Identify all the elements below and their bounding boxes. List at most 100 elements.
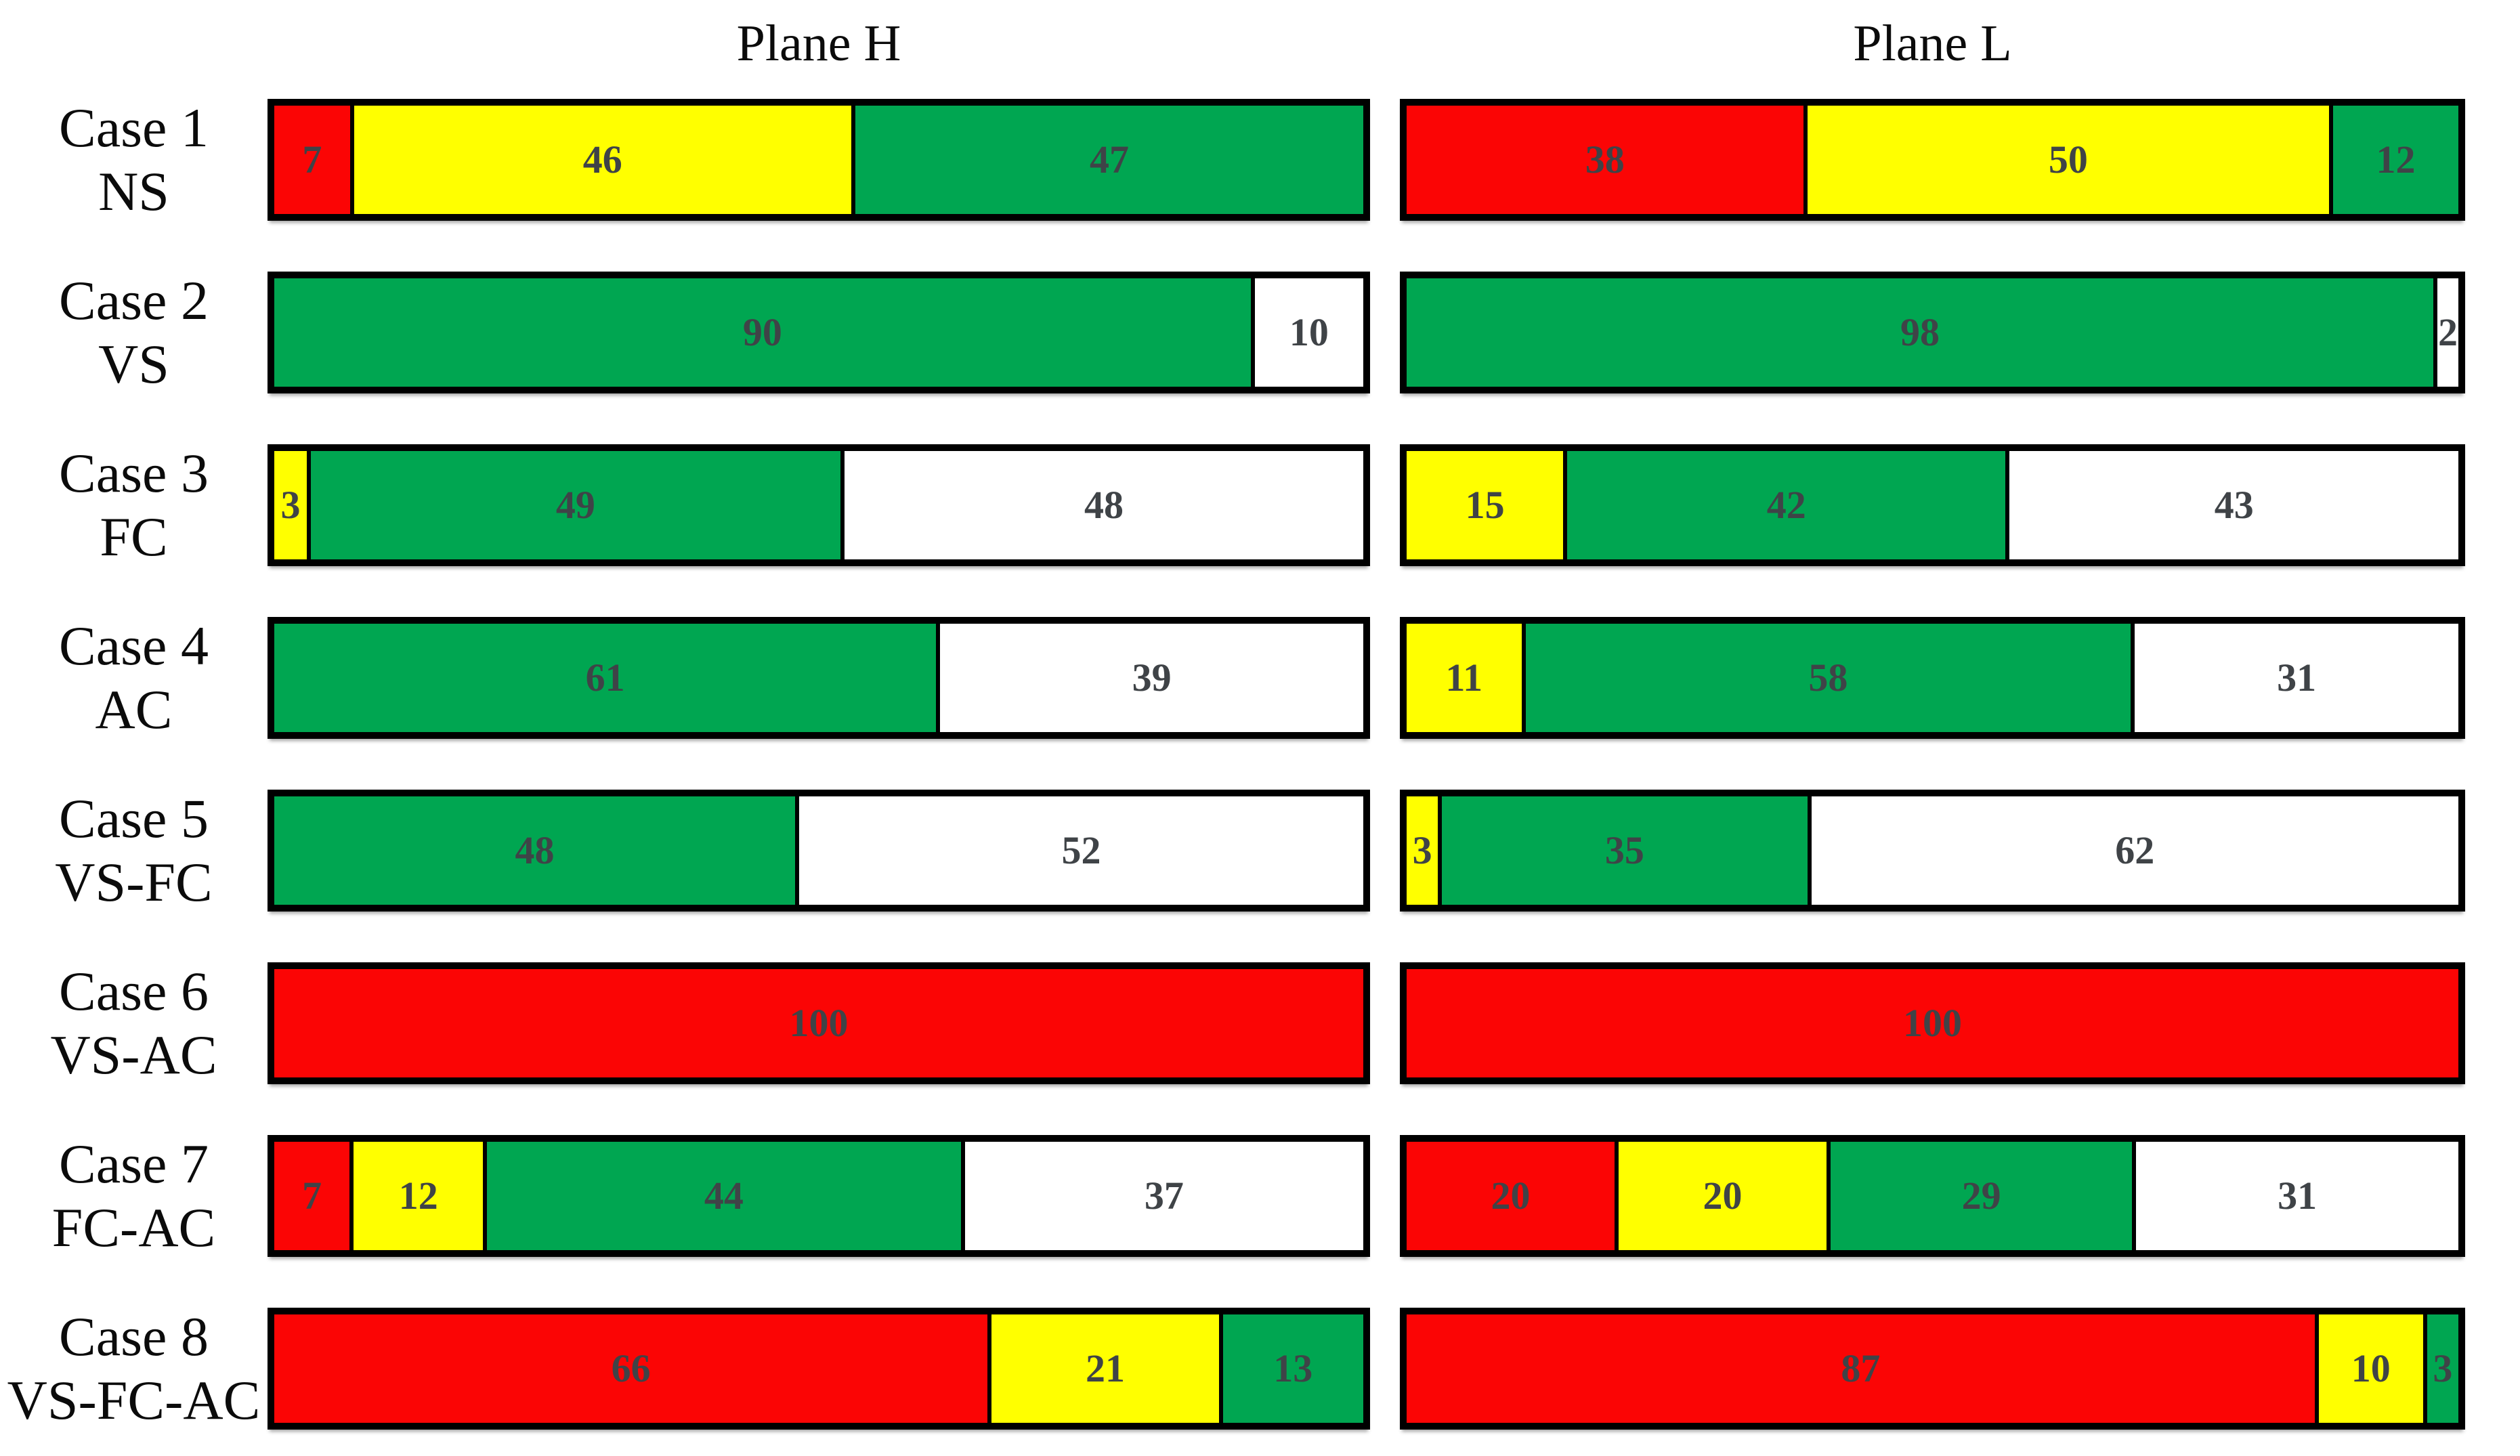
- row-label: Case 4 AC: [0, 591, 268, 764]
- segment-value: 37: [1144, 1173, 1184, 1218]
- segment-value: 7: [302, 137, 322, 181]
- segment-value: 15: [1465, 482, 1505, 527]
- case-title: Case 1: [59, 97, 209, 159]
- bar-segment-green: 90: [274, 278, 1255, 387]
- segment-value: 61: [585, 655, 625, 700]
- segment-value: 44: [704, 1173, 744, 1218]
- segment-value: 11: [1445, 655, 1483, 700]
- row-label: Case 8 VS-FC-AC: [0, 1282, 268, 1455]
- bar-segment-yellow: 10: [2318, 1314, 2427, 1423]
- bar-plane-l: 15 42 43: [1400, 444, 2465, 566]
- bar-segment-white: 10: [1254, 278, 1363, 387]
- row-label: Case 1 NS: [0, 73, 268, 246]
- case-code: VS-FC: [55, 851, 213, 913]
- segment-value: 50: [2048, 137, 2088, 181]
- segment-value: 52: [1061, 828, 1101, 872]
- bar-plane-l: 3 35 62: [1400, 789, 2465, 912]
- bar-segment-green: 48: [274, 796, 799, 905]
- bar-plane-l: 11 58 31: [1400, 616, 2465, 739]
- case-title: Case 5: [59, 788, 209, 850]
- bar-segment-red: 7: [274, 1141, 354, 1250]
- bar-segment-white: 39: [940, 623, 1363, 732]
- segment-value: 100: [1903, 1000, 1962, 1045]
- case-title: Case 6: [59, 960, 209, 1023]
- segment-value: 48: [1084, 482, 1124, 527]
- bar-segment-white: 2: [2437, 278, 2458, 387]
- segment-value: 3: [280, 482, 301, 527]
- segment-value: 12: [2376, 137, 2416, 181]
- segment-value: 98: [1900, 309, 1940, 354]
- bar-segment-yellow: 46: [354, 105, 855, 214]
- bar-segment-red: 38: [1407, 105, 1808, 214]
- bar-segment-red: 66: [274, 1314, 992, 1423]
- bar-segment-yellow: 11: [1407, 623, 1526, 732]
- bar-segment-yellow: 3: [274, 450, 311, 559]
- case-code: NS: [98, 160, 169, 222]
- row-label: Case 5 VS-FC: [0, 764, 268, 937]
- bar-segment-yellow: 50: [1807, 105, 2334, 214]
- bar-segment-red: 100: [1407, 968, 2458, 1077]
- case-code: FC: [100, 505, 168, 568]
- case-code: FC-AC: [51, 1196, 216, 1258]
- segment-value: 58: [1808, 655, 1848, 700]
- bar-plane-l: 38 50 12: [1400, 98, 2465, 221]
- row-label: Case 7 FC-AC: [0, 1109, 268, 1282]
- bar-plane-h: 61 39: [268, 616, 1370, 739]
- bar-plane-h: 100: [268, 962, 1370, 1084]
- bar-segment-green: 58: [1525, 623, 2135, 732]
- bar-segment-yellow: 20: [1619, 1141, 1831, 1250]
- segment-value: 48: [515, 828, 555, 872]
- segment-value: 38: [1585, 137, 1625, 181]
- segment-value: 20: [1491, 1173, 1531, 1218]
- bar-segment-yellow: 15: [1407, 450, 1568, 559]
- segment-value: 90: [742, 309, 782, 354]
- row-label: Case 6 VS-AC: [0, 937, 268, 1109]
- bar-segment-red: 7: [274, 105, 354, 214]
- case-title: Case 8: [59, 1306, 209, 1368]
- case-title: Case 7: [59, 1133, 209, 1195]
- bar-segment-green: 44: [487, 1141, 965, 1250]
- bar-segment-red: 87: [1407, 1314, 2319, 1423]
- segment-value: 39: [1132, 655, 1172, 700]
- column-title-plane-l: Plane L: [1853, 15, 2012, 72]
- bar-segment-green: 13: [1222, 1314, 1363, 1423]
- segment-value: 10: [2351, 1346, 2391, 1390]
- case-title: Case 3: [59, 442, 209, 505]
- bar-segment-green: 12: [2333, 105, 2458, 214]
- bar-segment-green: 61: [274, 623, 941, 732]
- bar-segment-green: 98: [1407, 278, 2438, 387]
- case-code: AC: [95, 678, 173, 740]
- bar-segment-white: 62: [1811, 796, 2458, 905]
- bar-segment-yellow: 21: [991, 1314, 1223, 1423]
- bar-segment-green: 47: [855, 105, 1363, 214]
- bar-segment-red: 100: [274, 968, 1363, 1077]
- row-label: Case 3 FC: [0, 419, 268, 591]
- bar-segment-green: 35: [1442, 796, 1812, 905]
- case-code: VS-FC-AC: [7, 1369, 261, 1431]
- bar-plane-l: 98 2: [1400, 271, 2465, 393]
- bar-plane-l: 100: [1400, 962, 2465, 1084]
- segment-value: 2: [2438, 309, 2458, 354]
- case-code: VS: [98, 333, 169, 395]
- column-title-plane-h: Plane H: [736, 15, 901, 72]
- segment-value: 42: [1766, 482, 1806, 527]
- bar-segment-white: 43: [2009, 450, 2458, 559]
- segment-value: 10: [1289, 309, 1329, 354]
- segment-value: 20: [1703, 1173, 1743, 1218]
- segment-value: 47: [1089, 137, 1129, 181]
- bar-plane-h: 7 46 47: [268, 98, 1370, 221]
- bar-segment-yellow: 3: [1407, 796, 1443, 905]
- segment-value: 49: [555, 482, 595, 527]
- bar-segment-white: 31: [2136, 1141, 2458, 1250]
- bar-segment-green: 3: [2427, 1314, 2458, 1423]
- bar-segment-white: 31: [2135, 623, 2458, 732]
- bar-plane-l: 20 20 29 31: [1400, 1134, 2465, 1257]
- case-code: VS-AC: [50, 1023, 217, 1086]
- segment-value: 66: [611, 1346, 651, 1390]
- segment-value: 7: [302, 1173, 322, 1218]
- segment-value: 29: [1961, 1173, 2001, 1218]
- segment-value: 12: [398, 1173, 438, 1218]
- segment-value: 3: [1412, 828, 1432, 872]
- bar-segment-green: 49: [310, 450, 845, 559]
